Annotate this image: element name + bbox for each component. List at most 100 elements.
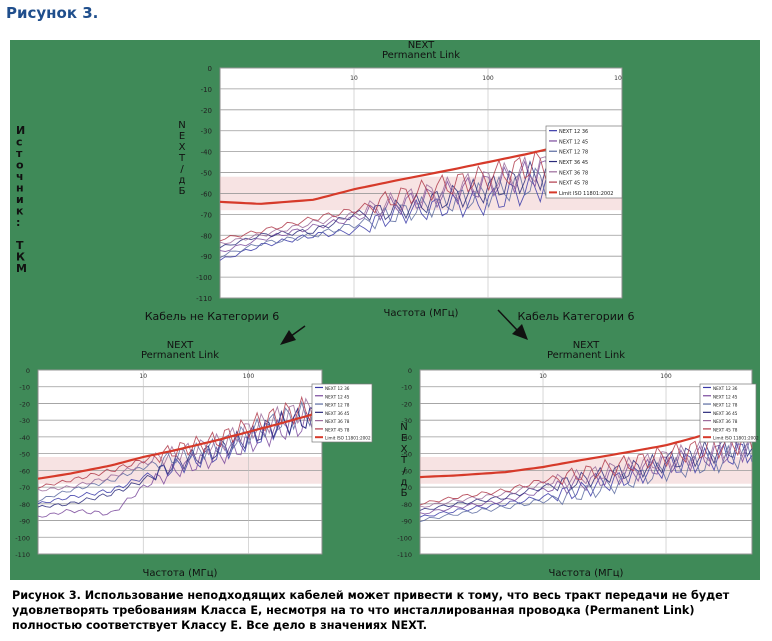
y-tick-label: -70 [401, 484, 412, 492]
y-tick-label: -70 [19, 484, 30, 492]
source-label-char: М [16, 262, 27, 275]
x-axis-label: Частота (МГц) [384, 308, 459, 319]
caption-line-2: удовлетворять требованиям Класса Е, несм… [12, 604, 695, 617]
y-tick-label: -100 [397, 534, 412, 542]
y-tick-label: -50 [201, 170, 212, 178]
y-tick-label: -30 [401, 417, 412, 425]
series-line [419, 442, 753, 523]
y-axis-label-char: д [179, 175, 186, 186]
legend-entry: Limit ISO 11801:2002 [325, 436, 371, 441]
legend-box [699, 383, 757, 443]
series-line [419, 428, 753, 506]
chart-subtitle: Permanent Link [382, 50, 460, 61]
y-axis-label: N E X T / д Б [178, 120, 186, 197]
chart-legend: NEXT 12 36 NEXT 12 45 NEXT 12 78 NEXT 36 45… [311, 383, 373, 443]
y-tick-label: -80 [19, 501, 30, 509]
y-tick-label: -70 [201, 211, 212, 219]
legend-box [311, 383, 373, 443]
legend-entry: NEXT 36 78 [325, 419, 350, 424]
caption-line-1: Рисунок 3. Использование неподходящих ка… [12, 589, 730, 602]
source-label-char: к [16, 205, 24, 218]
y-tick-label: -20 [401, 400, 412, 408]
series-line [219, 168, 583, 261]
y-axis-label-char: T [178, 153, 186, 164]
series-line [419, 443, 753, 518]
limit-line [219, 140, 582, 205]
source-label-char: ч [16, 170, 24, 183]
y-tick-label: -90 [401, 518, 412, 526]
x-tick-label: 10 [539, 373, 547, 380]
y-axis-label-char: д [401, 477, 408, 488]
y-tick-label: -50 [401, 451, 412, 459]
series-line [37, 406, 323, 518]
x-tick-label: 10 [614, 75, 622, 82]
arrow-left: Кабель не Категории 6 [145, 310, 306, 345]
source-label-char: Т [16, 239, 24, 252]
source-label-char: : [16, 216, 20, 229]
chart-legend: NEXT 12 36 NEXT 12 45 NEXT 12 78 NEXT 36 45… [699, 383, 759, 443]
legend-entry: NEXT 45 78 [713, 427, 738, 432]
y-tick-label: -40 [401, 434, 412, 442]
source-label-char: т [16, 147, 23, 160]
y-tick-label: -10 [201, 86, 212, 94]
y-axis-label-char: N [400, 422, 407, 433]
y-tick-label: -90 [201, 253, 212, 261]
source-label-char: н [16, 182, 24, 195]
y-axis-label-char: T [400, 455, 408, 466]
y-tick-label: -60 [19, 467, 30, 475]
series-line [219, 157, 583, 249]
y-axis-label-char: Б [401, 488, 408, 499]
y-tick-label: -110 [15, 551, 30, 559]
limit-line [419, 419, 753, 479]
y-tick-label: -80 [201, 232, 212, 240]
legend-entry: NEXT 12 78 [325, 403, 350, 408]
legend-entry: NEXT 12 78 [713, 403, 738, 408]
legend-entry: NEXT 12 45 [559, 139, 588, 145]
y-axis-label-char: Б [179, 186, 186, 197]
legend-entry: NEXT 45 78 [325, 427, 350, 432]
series-line [219, 158, 583, 259]
legend-entry: NEXT 36 78 [713, 419, 738, 424]
source-label-char: с [16, 136, 23, 149]
y-tick-label: -110 [397, 551, 412, 559]
chart-subtitle: Permanent Link [141, 350, 219, 361]
y-tick-label: -80 [401, 501, 412, 509]
legend-entry: NEXT 36 45 [713, 411, 738, 416]
limit-line [37, 410, 323, 480]
legend-entry: NEXT 36 78 [559, 170, 588, 176]
y-axis-label: N E X T / д Б [400, 422, 408, 499]
source-label-char: о [16, 159, 24, 172]
chart-bottom-right: 0 -10 -20 -30 -40 -50 -60 -70 -80 -90 -100 -110 10 10… [397, 340, 759, 579]
y-axis-label-char: E [179, 131, 185, 142]
y-tick-label: -10 [401, 384, 412, 392]
arrow-right-head [512, 324, 528, 340]
x-tick-label: 10 [139, 373, 147, 380]
legend-entry: NEXT 12 45 [325, 394, 350, 399]
y-axis-label-char: / [402, 466, 406, 477]
y-tick-label: -40 [201, 149, 212, 157]
source-label-char: и [16, 193, 24, 206]
y-tick-label: -90 [19, 518, 30, 526]
series-line [419, 436, 753, 511]
x-axis-label: Частота (МГц) [143, 568, 218, 579]
legend-box [545, 125, 623, 199]
x-axis-label: Частота (МГц) [549, 568, 624, 579]
x-tick-label: 10 [350, 75, 358, 82]
chart-top: 0 -10 -20 -30 -40 -50 -60 -70 -80 -90 -100 -110 10 10… [178, 40, 623, 319]
y-tick-label: -100 [196, 274, 212, 282]
y-tick-label: -30 [201, 128, 212, 136]
y-axis-label-char: X [401, 444, 408, 455]
figure-caption: Рисунок 3. Использование неподходящих ка… [12, 588, 762, 633]
arrow-right: Кабель Категории 6 [497, 309, 635, 340]
y-tick-label: 0 [26, 367, 30, 375]
chart-title: NEXT [408, 40, 435, 51]
arrow-right-shaft [497, 309, 519, 332]
y-tick-label: -30 [19, 417, 30, 425]
arrow-left-label: Кабель не Категории 6 [145, 310, 280, 323]
legend-entry: NEXT 12 36 [325, 386, 350, 391]
x-tick-label: 100 [660, 373, 672, 380]
arrow-right-label: Кабель Категории 6 [517, 310, 634, 323]
y-axis-label-char: N [178, 120, 185, 131]
